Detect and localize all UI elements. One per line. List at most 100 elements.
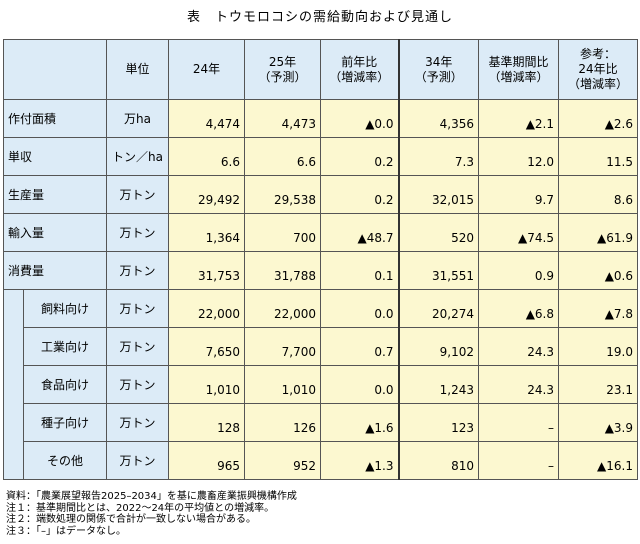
cell-y24: 31,753 — [168, 251, 245, 290]
subrow-label: その他 — [23, 441, 107, 480]
subrow-label: 飼料向け — [23, 289, 107, 328]
table-subrow: 飼料向け 万トン 22,000 22,000 0.0 20,274 ▲6.8 ▲… — [3, 289, 638, 328]
cell-y34: 4,356 — [397, 99, 479, 138]
row-unit: 万トン — [106, 289, 169, 328]
cell-y25: 952 — [244, 441, 321, 480]
indent-cell — [3, 403, 24, 442]
cell-ref: ▲7.8 — [558, 289, 638, 328]
cell-y34: 123 — [397, 403, 479, 442]
row-unit: トン／ha — [106, 137, 169, 176]
row-label: 生産量 — [3, 175, 107, 214]
table-row: 輸入量 万トン 1,364 700 ▲48.7 520 ▲74.5 ▲61.9 — [3, 213, 638, 252]
supply-demand-table: 単位 24年 25年 （予測） 前年比 （増減率） 34年 （予測） 基準期間比 （増減… — [3, 39, 638, 480]
table-subrow: 種子向け 万トン 128 126 ▲1.6 123 – ▲3.9 — [3, 403, 638, 442]
cell-base: 24.3 — [478, 327, 559, 366]
header-y34-line1: 34年 — [425, 54, 453, 69]
cell-y24: 965 — [168, 441, 245, 480]
row-unit: 万トン — [106, 327, 169, 366]
header-yoy: 前年比 （増減率） — [320, 39, 399, 100]
row-unit: 万トン — [106, 213, 169, 252]
row-unit: 万トン — [106, 403, 169, 442]
cell-y34: 7.3 — [397, 137, 479, 176]
cell-y25: 126 — [244, 403, 321, 442]
subrow-label: 食品向け — [23, 365, 107, 404]
row-unit: 万トン — [106, 251, 169, 290]
row-label: 作付面積 — [3, 99, 107, 138]
cell-y34: 20,274 — [397, 289, 479, 328]
header-y24: 24年 — [168, 39, 245, 100]
cell-yoy: ▲1.6 — [320, 403, 399, 442]
cell-y24: 128 — [168, 403, 245, 442]
row-label: 輸入量 — [3, 213, 107, 252]
cell-y24: 1,010 — [168, 365, 245, 404]
header-base-line2: （増減率） — [488, 69, 549, 84]
header-ref: 参考： 24年比 （増減率） — [558, 39, 638, 100]
cell-y25: 31,788 — [244, 251, 321, 290]
cell-ref: 8.6 — [558, 175, 638, 214]
row-unit: 万トン — [106, 175, 169, 214]
table-row: 消費量 万トン 31,753 31,788 0.1 31,551 0.9 ▲0.… — [3, 251, 638, 290]
cell-ref: ▲16.1 — [558, 441, 638, 480]
header-base-line1: 基準期間比 — [488, 54, 549, 69]
cell-y25: 29,538 — [244, 175, 321, 214]
indent-cell — [3, 327, 24, 366]
indent-cell — [3, 441, 24, 480]
table-row: 作付面積 万ha 4,474 4,473 ▲0.0 4,356 ▲2.1 ▲2.… — [3, 99, 638, 138]
cell-y24: 22,000 — [168, 289, 245, 328]
header-unit: 単位 — [106, 39, 169, 100]
table-subrow: 工業向け 万トン 7,650 7,700 0.7 9,102 24.3 19.0 — [3, 327, 638, 366]
cell-yoy: 0.2 — [320, 175, 399, 214]
cell-yoy: 0.0 — [320, 365, 399, 404]
header-blank — [3, 39, 107, 100]
header-yoy-line1: 前年比 — [341, 54, 378, 69]
cell-y34: 1,243 — [397, 365, 479, 404]
cell-y24: 4,474 — [168, 99, 245, 138]
cell-y25: 22,000 — [244, 289, 321, 328]
row-unit: 万トン — [106, 365, 169, 404]
header-yoy-line2: （増減率） — [329, 69, 390, 84]
indent-cell — [3, 365, 24, 404]
header-ref-line2: 24年比 — [578, 62, 618, 76]
row-label: 単収 — [3, 137, 107, 176]
cell-yoy: 0.2 — [320, 137, 399, 176]
cell-ref: 19.0 — [558, 327, 638, 366]
cell-base: 24.3 — [478, 365, 559, 404]
note-2: 注２：端数処理の関係で合計が一致しない場合がある。 — [6, 514, 256, 525]
cell-base: 9.7 — [478, 175, 559, 214]
note-3: 注３：「–」はデータなし。 — [6, 525, 126, 537]
cell-y34: 810 — [397, 441, 479, 480]
cell-y24: 6.6 — [168, 137, 245, 176]
cell-yoy: ▲48.7 — [320, 213, 399, 252]
cell-ref: ▲3.9 — [558, 403, 638, 442]
cell-base: ▲2.1 — [478, 99, 559, 138]
cell-ref: 23.1 — [558, 365, 638, 404]
footnotes: 資料：「農業展望報告2025–2034」を基に農畜産業振興機構作成 注１：基準期… — [6, 491, 297, 537]
cell-y34: 31,551 — [397, 251, 479, 290]
cell-y34: 32,015 — [397, 175, 479, 214]
cell-y34: 520 — [397, 213, 479, 252]
cell-yoy: 0.7 — [320, 327, 399, 366]
header-y34-line2: （予測） — [414, 69, 463, 84]
table-title: 表 トウモロコシの需給動向および見通し — [186, 10, 453, 25]
cell-ref: ▲2.6 — [558, 99, 638, 138]
table-row: 生産量 万トン 29,492 29,538 0.2 32,015 9.7 8.6 — [3, 175, 638, 214]
cell-y24: 7,650 — [168, 327, 245, 366]
table-row: 単収 トン／ha 6.6 6.6 0.2 7.3 12.0 11.5 — [3, 137, 638, 176]
cell-yoy: 0.0 — [320, 289, 399, 328]
cell-base: – — [478, 441, 559, 480]
cell-ref: 11.5 — [558, 137, 638, 176]
cell-y34: 9,102 — [397, 327, 479, 366]
cell-base: ▲74.5 — [478, 213, 559, 252]
header-row: 単位 24年 25年 （予測） 前年比 （増減率） 34年 （予測） 基準期間比 （増減… — [3, 39, 638, 100]
cell-y24: 1,364 — [168, 213, 245, 252]
header-ref-line1: 参考： — [579, 47, 616, 61]
table-subrow: 食品向け 万トン 1,010 1,010 0.0 1,243 24.3 23.1 — [3, 365, 638, 404]
cell-yoy: ▲1.3 — [320, 441, 399, 480]
cell-yoy: ▲0.0 — [320, 99, 399, 138]
cell-base: 0.9 — [478, 251, 559, 290]
row-unit: 万ha — [106, 99, 169, 138]
header-y34: 34年 （予測） — [397, 39, 479, 100]
header-ref-line3: （増減率） — [567, 77, 628, 91]
cell-y25: 700 — [244, 213, 321, 252]
subrow-label: 種子向け — [23, 403, 107, 442]
